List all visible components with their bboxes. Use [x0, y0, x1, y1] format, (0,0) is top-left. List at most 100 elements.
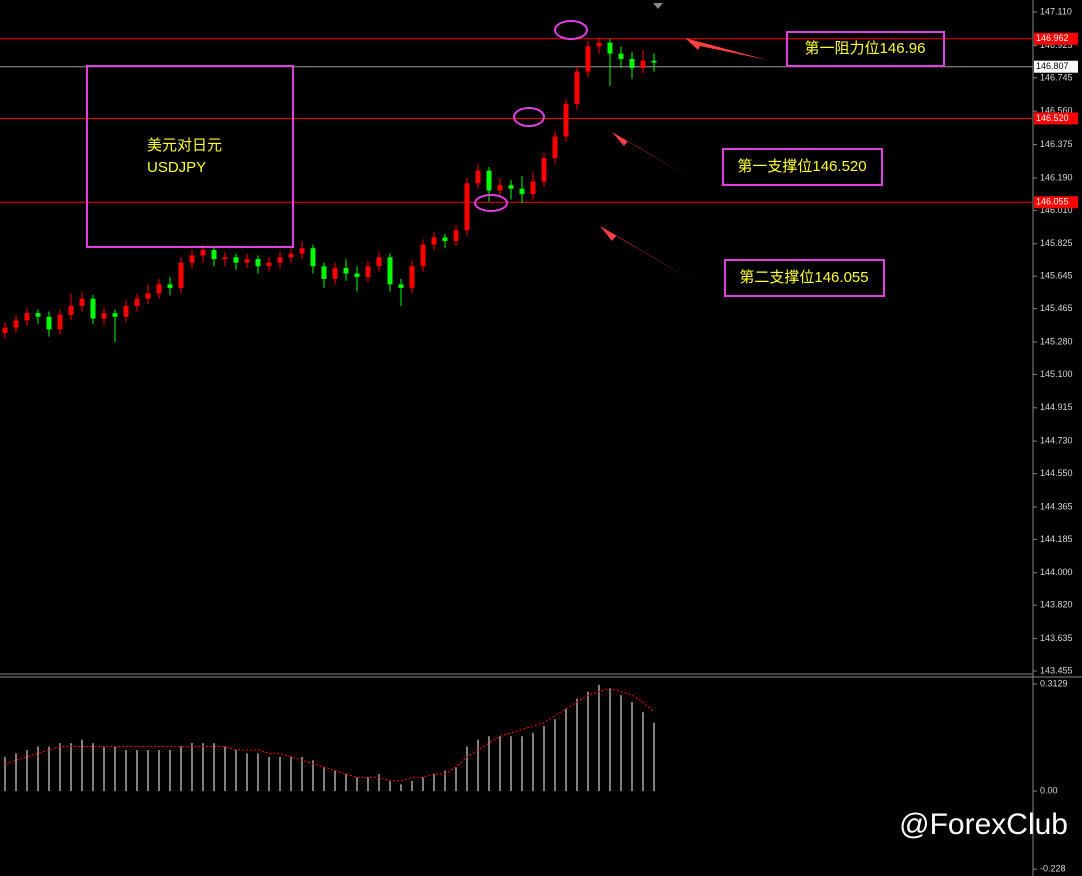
candle-body — [574, 71, 580, 105]
level-label: 146.807 — [1036, 61, 1069, 71]
candle-body — [288, 253, 294, 258]
candle-body — [398, 284, 404, 288]
highlight — [474, 194, 508, 212]
candle-body — [233, 257, 239, 263]
candle-body — [442, 237, 448, 242]
candle-body — [321, 266, 327, 279]
highlight — [554, 20, 588, 40]
candle-body — [431, 237, 437, 245]
level-label: 146.520 — [1036, 113, 1069, 123]
candle-body — [475, 170, 481, 184]
candle-body — [310, 248, 316, 267]
candle-body — [35, 313, 41, 317]
candle-body — [200, 250, 206, 256]
y-tick-label: 145.825 — [1040, 238, 1073, 248]
candle-body — [508, 185, 514, 189]
candle-body — [255, 259, 261, 267]
candle-body — [24, 313, 30, 321]
candle-body — [211, 250, 217, 260]
level-label: 146.962 — [1036, 33, 1069, 43]
y-tick-label: -0.228 — [1040, 864, 1066, 874]
y-tick-label: 146.010 — [1040, 205, 1073, 215]
candle-body — [629, 58, 635, 68]
candle-body — [112, 313, 118, 317]
y-tick-label: 144.000 — [1040, 567, 1073, 577]
y-tick-label: 145.100 — [1040, 369, 1073, 379]
candle-body — [46, 316, 52, 330]
note-box — [86, 65, 294, 248]
candle-body — [607, 42, 613, 54]
y-tick-label: 143.820 — [1040, 600, 1073, 610]
level-tag — [1034, 112, 1078, 125]
candle-body — [585, 46, 591, 72]
note-box — [722, 148, 883, 186]
note-text: 美元对日元 — [147, 137, 222, 154]
level-tag — [1034, 32, 1078, 45]
shift-marker — [653, 3, 663, 9]
candle-body — [497, 185, 503, 191]
y-tick-label: 143.635 — [1040, 633, 1073, 643]
candle-body — [640, 60, 646, 68]
candle-body — [222, 257, 228, 260]
y-tick-label: 0.00 — [1040, 785, 1058, 795]
y-tick-label: 144.365 — [1040, 501, 1073, 511]
candle-body — [365, 266, 371, 278]
candle-body — [299, 248, 305, 254]
candle-body — [453, 230, 459, 242]
y-tick-label: 144.550 — [1040, 468, 1073, 478]
candle-body — [409, 266, 415, 288]
candle-body — [277, 257, 283, 263]
note-text: 第一支撑位146.520 — [737, 157, 866, 175]
level-label: 146.055 — [1036, 197, 1069, 207]
candle-body — [596, 42, 602, 47]
y-tick-label: 147.110 — [1040, 6, 1072, 16]
y-tick-label: 144.185 — [1040, 534, 1073, 544]
note-text: 第二支撑位146.055 — [739, 268, 868, 286]
arrow — [600, 226, 702, 286]
candle-body — [266, 262, 272, 267]
candle-body — [156, 284, 162, 294]
candle-body — [530, 181, 536, 195]
candle-body — [486, 170, 492, 191]
marks: 147.110 146.925 146.745 146.560 146.375 146.1… — [0, 6, 1078, 874]
candle-body — [189, 255, 195, 263]
note-text: USDJPY — [147, 159, 206, 176]
y-tick-label: 146.190 — [1040, 172, 1073, 182]
y-tick-label: 143.455 — [1040, 665, 1073, 675]
candle-body — [13, 320, 19, 328]
candle-body — [541, 158, 547, 182]
candle-body — [552, 136, 558, 159]
signal-line — [4, 687, 655, 782]
y-tick-label: 0.3129 — [1040, 678, 1068, 688]
candle-body — [343, 268, 349, 274]
candle-body — [167, 284, 173, 288]
y-tick-label: 146.375 — [1040, 139, 1073, 149]
candle-body — [145, 293, 151, 299]
candle-body — [563, 104, 569, 137]
y-tick-label: 146.745 — [1040, 72, 1073, 82]
note-box — [786, 31, 945, 67]
candle-body — [68, 305, 74, 315]
candle-body — [101, 313, 107, 319]
level-tag — [1034, 196, 1078, 209]
candle-body — [123, 305, 129, 317]
candle-body — [244, 259, 250, 263]
level-tag — [1034, 60, 1078, 73]
candle-body — [134, 298, 140, 306]
y-tick-label: 146.560 — [1040, 106, 1073, 116]
candle-body — [618, 53, 624, 59]
candle-body — [651, 60, 657, 63]
y-tick-label: 144.915 — [1040, 402, 1073, 412]
candle-body — [178, 262, 184, 288]
candle-body — [376, 257, 382, 267]
candle-body — [420, 244, 426, 267]
candle-body — [90, 298, 96, 319]
arrow — [685, 38, 767, 60]
y-tick-label: 145.280 — [1040, 336, 1073, 346]
y-tick-label: 145.465 — [1040, 303, 1073, 313]
candle-body — [387, 257, 393, 285]
candle-body — [79, 298, 85, 306]
candle-body — [354, 273, 360, 278]
y-tick-label: 144.730 — [1040, 436, 1073, 446]
